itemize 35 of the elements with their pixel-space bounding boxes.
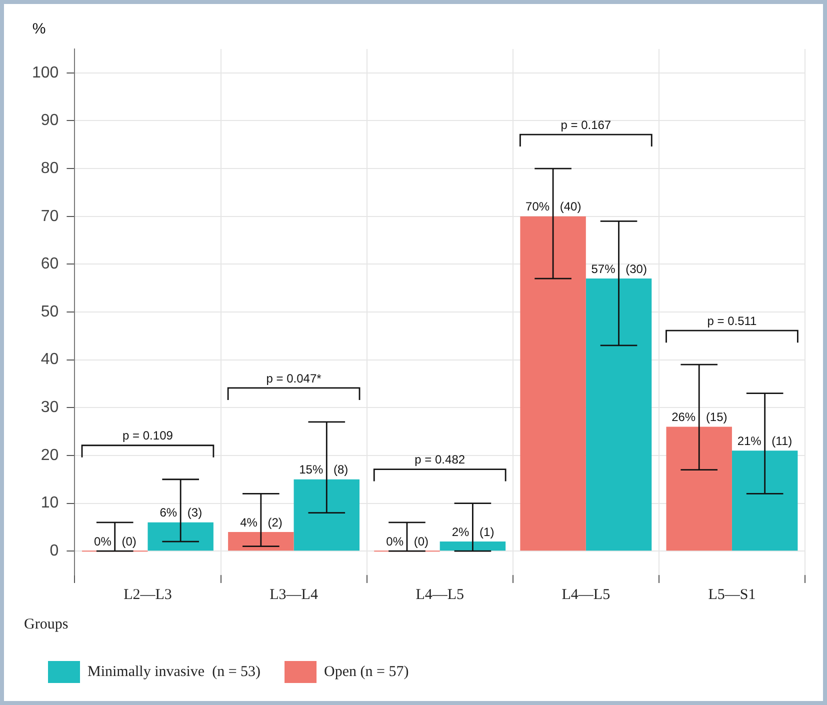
y-axis-title: % bbox=[32, 20, 46, 38]
y-tick-label: 60 bbox=[40, 256, 59, 273]
annotation: p = 0.511 bbox=[707, 314, 758, 328]
data-label: 4% (2) bbox=[240, 515, 282, 530]
data-label: 0% (0) bbox=[386, 534, 428, 548]
data-label: 70% (40) bbox=[526, 200, 582, 214]
legend-label: Open (n = 57) bbox=[324, 664, 409, 680]
x-tick-label: L2—L3 bbox=[124, 586, 172, 603]
x-tick-label: L4—L5 bbox=[416, 586, 464, 603]
y-tick-label: 40 bbox=[40, 351, 59, 368]
data-label: 26% (15) bbox=[672, 410, 728, 424]
y-tick-label: 90 bbox=[40, 112, 59, 130]
data-label: 0% (0) bbox=[94, 534, 136, 548]
data-label: 57% (30) bbox=[591, 262, 647, 276]
x-tick-label: L3—L4 bbox=[270, 586, 318, 603]
y-tick-label: 80 bbox=[40, 160, 59, 177]
y-tick-label: 20 bbox=[40, 446, 59, 464]
y-tick-label: 10 bbox=[40, 494, 59, 512]
legend-title: Groups bbox=[24, 616, 68, 632]
y-tick-label: 0 bbox=[50, 542, 59, 560]
data-label: 15% (8) bbox=[299, 462, 348, 477]
annotation: p = 0.109 bbox=[122, 428, 174, 443]
annotation: p = 0.167 bbox=[560, 118, 612, 132]
y-tick-label: 100 bbox=[32, 64, 59, 82]
data-label: 21% (11) bbox=[737, 434, 792, 448]
x-tick-label: L4—L5 bbox=[562, 586, 610, 603]
annotation: p = 0.482 bbox=[414, 452, 466, 467]
legend-label: Minimally invasive (n = 53) bbox=[88, 664, 261, 680]
annotation: p = 0.047* bbox=[266, 371, 322, 386]
y-tick-label: 30 bbox=[40, 399, 59, 416]
x-tick-label: L5—S1 bbox=[708, 586, 756, 603]
data-label: 6% (3) bbox=[160, 506, 202, 520]
y-tick-label: 70 bbox=[40, 208, 59, 225]
y-tick-label: 50 bbox=[40, 303, 59, 320]
data-label: 2% (1) bbox=[452, 524, 494, 539]
